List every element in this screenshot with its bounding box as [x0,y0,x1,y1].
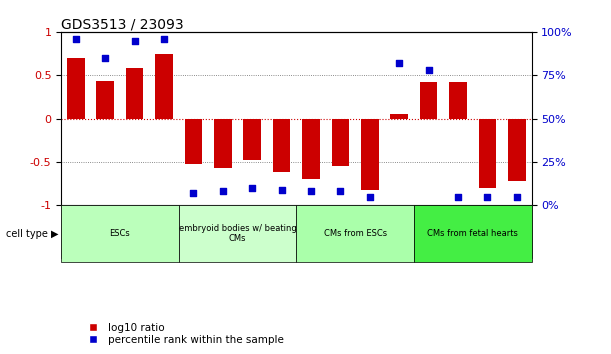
Text: GSM348010: GSM348010 [337,211,343,253]
Text: GDS3513 / 23093: GDS3513 / 23093 [61,17,184,32]
Text: GSM348008: GSM348008 [279,211,285,253]
Text: embryoid bodies w/ beating
CMs: embryoid bodies w/ beating CMs [178,224,296,243]
Bar [90,205,120,258]
Bar [126,68,144,119]
Legend: log10 ratio, percentile rank within the sample: log10 ratio, percentile rank within the … [79,318,288,349]
Point [277,187,287,193]
Text: CMs from fetal hearts: CMs from fetal hearts [427,229,518,238]
Bar [238,205,267,258]
Text: GSM348002: GSM348002 [102,211,108,253]
Bar [67,58,84,119]
Bar [414,205,444,258]
Text: GSM348016: GSM348016 [514,211,520,253]
Bar [120,205,149,258]
Text: GSM348013: GSM348013 [426,211,431,253]
Bar [273,119,290,172]
Point [394,60,404,66]
Point [483,194,492,200]
Bar [361,119,379,190]
Bar [390,114,408,119]
Bar [149,205,179,258]
Bar [214,119,232,168]
Bar [243,119,261,160]
Point [100,55,110,61]
Text: GSM348011: GSM348011 [367,211,373,253]
Point [424,67,434,73]
Point [335,189,345,194]
Bar [208,205,238,258]
Point [71,36,81,42]
Bar [414,205,532,262]
Bar [296,205,414,262]
Bar [473,205,502,258]
Text: GSM348003: GSM348003 [131,211,137,253]
Text: GSM348001: GSM348001 [73,211,79,253]
Point [365,194,375,200]
Point [218,189,228,194]
Text: ESCs: ESCs [109,229,130,238]
Bar [185,119,202,164]
Bar [179,205,208,258]
Point [306,189,316,194]
Bar [332,119,349,166]
Bar [355,205,384,258]
Bar [179,205,296,262]
Bar [508,119,525,181]
Point [189,190,199,196]
Text: GSM348005: GSM348005 [191,211,196,253]
Bar [449,82,467,119]
Text: cell type ▶: cell type ▶ [6,229,59,239]
Bar [302,119,320,179]
Bar [326,205,355,258]
Bar [97,81,114,119]
Bar [384,205,414,258]
Point [159,36,169,42]
Text: GSM348007: GSM348007 [249,211,255,253]
Point [512,194,522,200]
Bar [61,205,179,262]
Point [247,185,257,191]
Text: GSM348015: GSM348015 [485,211,491,253]
Text: GSM348006: GSM348006 [220,211,226,253]
Text: GSM348004: GSM348004 [161,211,167,253]
Bar [61,205,90,258]
Bar [444,205,473,258]
Bar [267,205,296,258]
Text: GSM348009: GSM348009 [308,211,314,253]
Bar [420,82,437,119]
Text: CMs from ESCs: CMs from ESCs [324,229,387,238]
Text: GSM348012: GSM348012 [397,211,402,253]
Point [130,38,139,44]
Bar [296,205,326,258]
Bar [502,205,532,258]
Bar [155,53,173,119]
Point [453,194,463,200]
Bar [478,119,496,188]
Text: GSM348014: GSM348014 [455,211,461,253]
